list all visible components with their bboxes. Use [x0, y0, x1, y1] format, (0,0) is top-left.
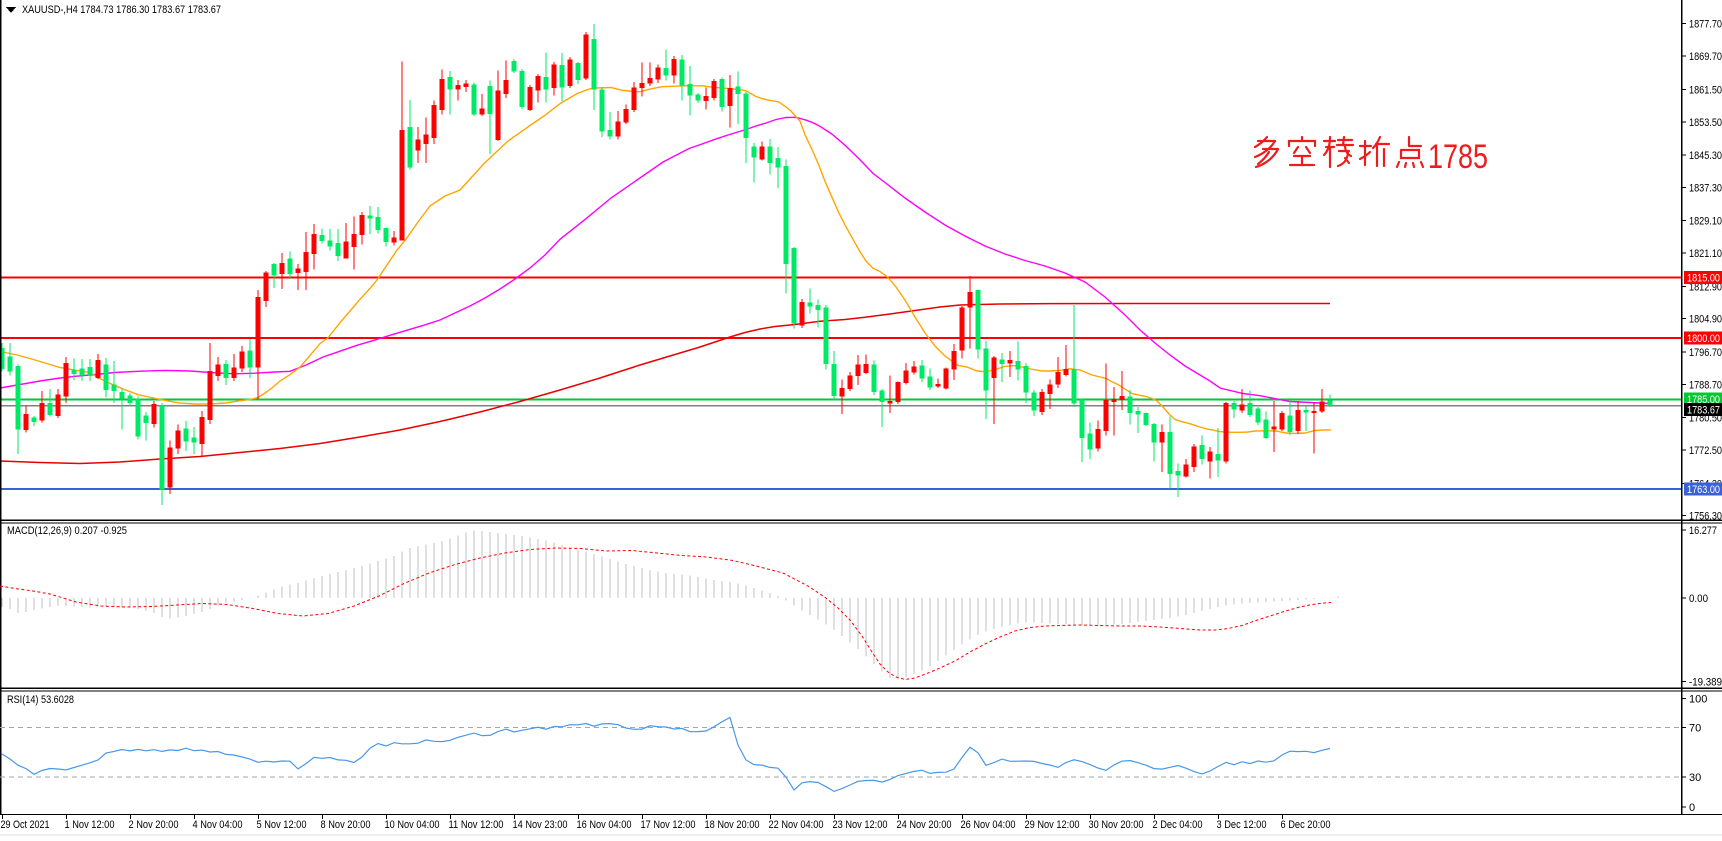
svg-text:17 Nov 12:00: 17 Nov 12:00 — [641, 819, 696, 831]
svg-text:1 Nov 12:00: 1 Nov 12:00 — [65, 819, 115, 831]
svg-text:1763.00: 1763.00 — [1687, 484, 1720, 496]
svg-text:18 Nov 20:00: 18 Nov 20:00 — [705, 819, 760, 831]
svg-text:1772.50: 1772.50 — [1689, 445, 1722, 457]
svg-text:1815.00: 1815.00 — [1687, 273, 1720, 285]
svg-text:1821.10: 1821.10 — [1689, 248, 1722, 260]
svg-text:29 Nov 12:00: 29 Nov 12:00 — [1025, 819, 1080, 831]
svg-text:10 Nov 04:00: 10 Nov 04:00 — [385, 819, 440, 831]
svg-text:1845.30: 1845.30 — [1689, 150, 1722, 162]
svg-text:26 Nov 04:00: 26 Nov 04:00 — [961, 819, 1016, 831]
svg-text:1800.00: 1800.00 — [1687, 333, 1720, 345]
svg-text:-19.389: -19.389 — [1689, 676, 1722, 688]
svg-text:14 Nov 23:00: 14 Nov 23:00 — [513, 819, 568, 831]
svg-text:1877.70: 1877.70 — [1689, 19, 1722, 31]
svg-text:24 Nov 20:00: 24 Nov 20:00 — [897, 819, 952, 831]
svg-text:3 Dec 12:00: 3 Dec 12:00 — [1217, 819, 1267, 831]
svg-text:1812.90: 1812.90 — [1689, 281, 1722, 293]
svg-text:1756.30: 1756.30 — [1689, 511, 1722, 523]
svg-text:29 Oct 2021: 29 Oct 2021 — [1, 819, 50, 831]
svg-text:1804.90: 1804.90 — [1689, 314, 1722, 326]
svg-text:16 Nov 04:00: 16 Nov 04:00 — [577, 819, 632, 831]
svg-text:0: 0 — [1689, 802, 1695, 814]
svg-text:30 Nov 20:00: 30 Nov 20:00 — [1089, 819, 1144, 831]
svg-text:MACD(12,26,9) 0.207 -0.925: MACD(12,26,9) 0.207 -0.925 — [7, 525, 127, 537]
svg-text:1785.00: 1785.00 — [1687, 394, 1720, 406]
svg-text:2 Dec 04:00: 2 Dec 04:00 — [1153, 819, 1203, 831]
svg-text:30: 30 — [1689, 772, 1701, 784]
svg-text:22 Nov 04:00: 22 Nov 04:00 — [769, 819, 824, 831]
svg-text:11 Nov 12:00: 11 Nov 12:00 — [449, 819, 504, 831]
svg-text:1785: 1785 — [1428, 138, 1488, 176]
svg-text:1837.30: 1837.30 — [1689, 182, 1722, 194]
svg-text:1829.10: 1829.10 — [1689, 216, 1722, 228]
svg-text:2 Nov 20:00: 2 Nov 20:00 — [129, 819, 179, 831]
svg-text:1869.70: 1869.70 — [1689, 51, 1722, 63]
svg-text:70: 70 — [1689, 723, 1701, 735]
svg-text:1853.50: 1853.50 — [1689, 117, 1722, 129]
svg-text:8 Nov 20:00: 8 Nov 20:00 — [321, 819, 371, 831]
svg-text:0.00: 0.00 — [1689, 593, 1708, 605]
svg-text:4 Nov 04:00: 4 Nov 04:00 — [193, 819, 243, 831]
svg-text:5 Nov 12:00: 5 Nov 12:00 — [257, 819, 307, 831]
svg-text:100: 100 — [1689, 693, 1707, 705]
svg-text:16.277: 16.277 — [1689, 525, 1717, 537]
svg-text:RSI(14) 53.6028: RSI(14) 53.6028 — [7, 694, 74, 706]
svg-text:1861.50: 1861.50 — [1689, 84, 1722, 96]
svg-text:23 Nov 12:00: 23 Nov 12:00 — [833, 819, 888, 831]
svg-text:XAUUSD-,H4 1784.73 1786.30 17: XAUUSD-,H4 1784.73 1786.30 1783.67 1783.… — [22, 4, 221, 16]
svg-text:1788.70: 1788.70 — [1689, 379, 1722, 391]
svg-text:1796.70: 1796.70 — [1689, 347, 1722, 359]
svg-text:6 Dec 20:00: 6 Dec 20:00 — [1281, 819, 1331, 831]
svg-text:1783.67: 1783.67 — [1687, 404, 1720, 416]
